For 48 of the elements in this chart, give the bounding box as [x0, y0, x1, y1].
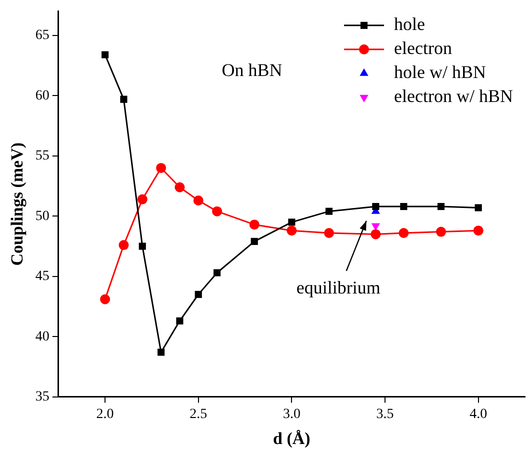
y-tick-label: 55 — [35, 148, 50, 164]
x-axis-title: d (Å) — [273, 429, 310, 448]
x-tick-label: 3.5 — [376, 406, 394, 422]
y-tick-label: 35 — [35, 389, 50, 404]
point — [473, 226, 484, 236]
y-tick-label: 45 — [35, 269, 50, 284]
y-tick-label: 60 — [35, 88, 50, 104]
legend-label: electron w/ hBN — [394, 86, 513, 106]
point — [436, 226, 446, 237]
point — [474, 204, 482, 212]
point — [286, 226, 297, 236]
point — [250, 238, 258, 245]
point — [370, 229, 381, 240]
y-tick-label: 65 — [35, 28, 50, 44]
point — [400, 202, 408, 210]
point — [176, 317, 184, 324]
x-tick-label: 2.5 — [190, 406, 208, 422]
point — [212, 206, 222, 216]
x-tick-label: 2.0 — [96, 406, 114, 422]
point — [118, 240, 129, 250]
point — [214, 269, 221, 276]
point — [398, 228, 409, 238]
x-tick-label: 3.0 — [282, 406, 300, 422]
annotation: equilibrium — [296, 278, 380, 298]
point — [120, 96, 128, 103]
point — [100, 294, 110, 304]
point — [194, 290, 202, 298]
point — [288, 218, 296, 226]
y-tick-label: 40 — [35, 329, 50, 344]
annotation: On hBN — [222, 60, 282, 80]
point — [138, 242, 146, 250]
point — [372, 202, 380, 210]
point — [193, 195, 204, 206]
point — [102, 51, 109, 58]
x-tick-label: 4.0 — [470, 406, 488, 422]
point — [249, 220, 260, 230]
legend-label: hole w/ hBN — [394, 62, 486, 82]
point — [437, 202, 445, 210]
point — [325, 208, 333, 215]
legend-label: hole — [394, 14, 426, 34]
point — [174, 182, 185, 192]
y-tick-label: 50 — [35, 208, 50, 224]
point — [158, 348, 165, 356]
y-axis-title: Couplings (meV) — [8, 142, 27, 266]
point — [137, 194, 148, 204]
point — [324, 228, 334, 238]
legend-label: electron — [394, 38, 452, 58]
point — [156, 162, 166, 173]
